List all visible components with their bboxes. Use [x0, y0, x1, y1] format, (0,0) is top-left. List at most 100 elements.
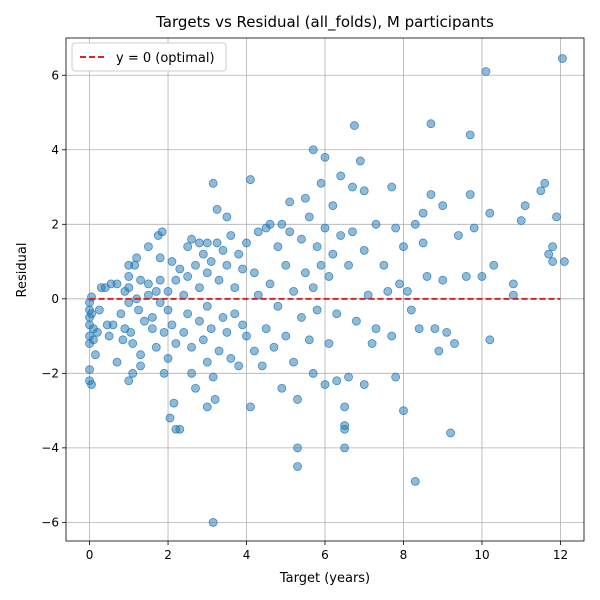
data-point	[371, 324, 381, 334]
data-point	[195, 283, 204, 293]
data-point	[171, 275, 181, 285]
data-point	[116, 309, 126, 319]
data-point	[261, 324, 271, 334]
data-point	[403, 286, 412, 296]
data-point	[328, 249, 338, 259]
data-point	[336, 231, 346, 240]
data-point	[387, 182, 397, 192]
data-point	[552, 212, 561, 222]
data-point	[246, 402, 255, 412]
data-point	[136, 275, 145, 285]
data-point	[128, 368, 138, 378]
data-point	[548, 257, 558, 266]
x-tick-label: 2	[164, 548, 172, 562]
data-point	[320, 152, 330, 162]
data-point	[134, 305, 143, 315]
data-point	[140, 316, 149, 326]
data-point	[226, 354, 236, 363]
data-point	[187, 342, 196, 352]
data-point	[328, 201, 338, 211]
data-point	[340, 443, 350, 453]
data-point	[124, 376, 134, 386]
data-point	[230, 283, 240, 293]
data-point	[395, 279, 404, 289]
data-point	[442, 327, 452, 337]
data-point	[363, 290, 373, 300]
data-point	[544, 249, 554, 259]
data-point	[144, 242, 153, 252]
data-point	[206, 257, 216, 266]
data-point	[91, 350, 100, 360]
data-point	[485, 335, 495, 345]
data-point	[171, 339, 181, 348]
data-point	[273, 242, 283, 252]
data-point	[481, 67, 491, 76]
data-point	[222, 212, 232, 222]
data-point	[218, 313, 228, 322]
data-point	[418, 238, 428, 248]
y-tick-label: −6	[41, 515, 59, 529]
data-point	[165, 413, 175, 423]
data-point	[242, 331, 251, 341]
data-point	[355, 156, 365, 166]
data-point	[234, 361, 244, 371]
data-point	[230, 309, 240, 319]
data-point	[253, 290, 263, 300]
data-point	[208, 178, 218, 188]
data-point	[536, 186, 546, 196]
data-point	[520, 201, 530, 211]
data-point	[159, 368, 169, 378]
data-point	[422, 272, 432, 281]
data-point	[359, 380, 369, 389]
data-point	[359, 245, 369, 255]
data-point	[348, 182, 357, 192]
data-point	[312, 242, 322, 252]
data-point	[167, 320, 177, 330]
data-point	[191, 383, 200, 393]
data-point	[163, 354, 173, 363]
data-point	[249, 346, 259, 356]
x-axis-ticks: 0 2 4 6 8 10 12	[86, 541, 568, 562]
data-point	[399, 406, 408, 415]
data-point	[289, 357, 299, 367]
data-point	[450, 339, 459, 348]
data-point	[516, 216, 526, 225]
y-tick-label: 6	[51, 68, 59, 82]
data-point	[308, 283, 318, 293]
data-point	[540, 178, 550, 188]
data-point	[336, 171, 346, 181]
data-point	[202, 238, 212, 248]
legend: y = 0 (optimal)	[71, 42, 227, 72]
data-point	[253, 227, 263, 237]
data-point	[202, 357, 212, 367]
data-point	[89, 335, 98, 345]
data-point	[212, 238, 222, 248]
data-point	[399, 242, 408, 252]
data-point	[477, 272, 487, 281]
data-point	[128, 339, 138, 348]
data-point	[155, 298, 165, 307]
data-point	[92, 327, 102, 337]
data-point	[308, 145, 318, 155]
data-point	[430, 324, 440, 334]
data-point	[238, 264, 247, 274]
data-point	[426, 190, 436, 199]
data-point	[277, 383, 287, 393]
data-point	[132, 253, 142, 263]
data-point	[461, 272, 471, 281]
data-point	[379, 260, 389, 270]
data-point	[198, 249, 208, 259]
data-point	[350, 121, 359, 130]
data-point	[324, 272, 334, 281]
legend-entry: y = 0 (optimal)	[116, 51, 215, 66]
data-point	[136, 350, 145, 360]
data-point	[210, 395, 220, 404]
x-tick-label: 4	[243, 548, 251, 562]
data-point	[289, 286, 299, 296]
data-point	[234, 249, 244, 259]
data-point	[218, 245, 228, 255]
data-point	[169, 398, 179, 408]
data-point	[183, 309, 193, 319]
data-point	[147, 313, 157, 322]
